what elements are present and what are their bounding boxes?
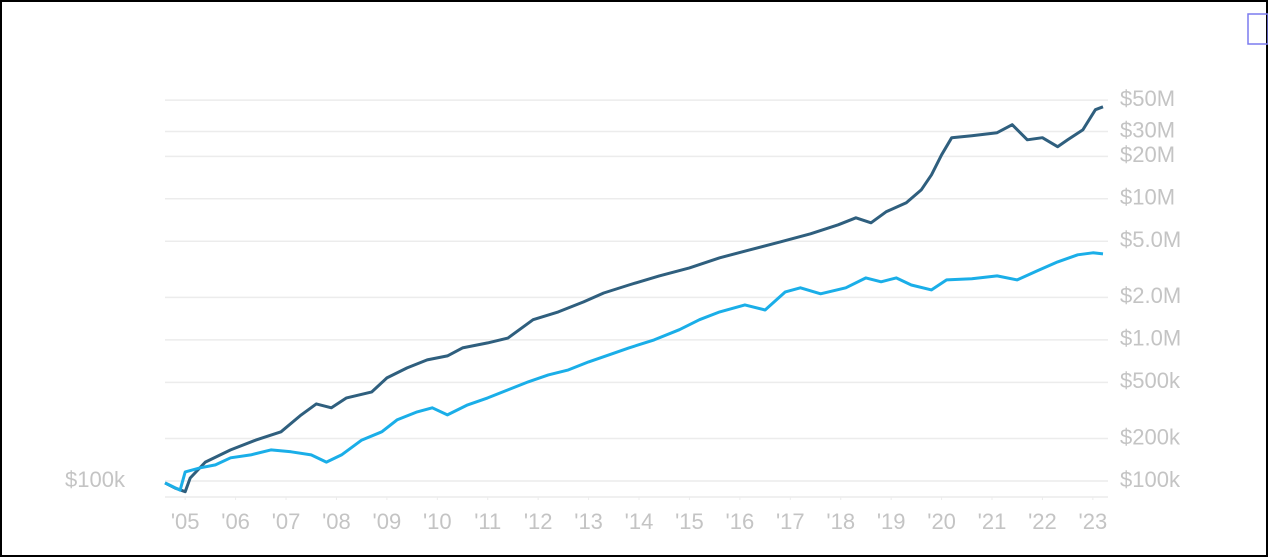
x-tick-label: '17 xyxy=(776,509,805,534)
x-tick-label: '10 xyxy=(423,509,452,534)
menu-button[interactable] xyxy=(1247,13,1268,45)
x-tick-label: '22 xyxy=(1028,509,1057,534)
x-tick-label: '20 xyxy=(927,509,956,534)
y-tick-label: $1.0M xyxy=(1120,326,1181,351)
y-tick-label: $2.0M xyxy=(1120,283,1181,308)
y-tick-label: $30M xyxy=(1120,117,1175,142)
y-tick-label: $100k xyxy=(1120,467,1181,492)
x-tick-label: '16 xyxy=(726,509,755,534)
x-tick-label: '11 xyxy=(474,509,501,534)
x-tick-label: '21 xyxy=(978,509,1007,534)
series-line xyxy=(164,251,1104,492)
x-tick-label: '07 xyxy=(272,509,301,534)
x-tick-label: '12 xyxy=(524,509,553,534)
x-tick-label: '19 xyxy=(877,509,906,534)
x-tick-label: '15 xyxy=(675,509,704,534)
start-annotation: $100k xyxy=(65,467,126,492)
x-tick-label: '23 xyxy=(1079,509,1108,534)
x-tick-label: '13 xyxy=(574,509,603,534)
y-tick-label: $200k xyxy=(1120,424,1181,449)
y-tick-label: $500k xyxy=(1120,368,1181,393)
x-tick-label: '14 xyxy=(625,509,654,534)
series-line xyxy=(164,105,1104,494)
x-tick-label: '08 xyxy=(322,509,351,534)
y-tick-label: $10M xyxy=(1120,185,1175,210)
x-tick-label: '09 xyxy=(373,509,402,534)
x-tick-label: '05 xyxy=(171,509,200,534)
x-tick-label: '06 xyxy=(221,509,250,534)
y-tick-label: $50M xyxy=(1120,86,1175,111)
x-tick-label: '18 xyxy=(826,509,855,534)
y-tick-label: $5.0M xyxy=(1120,227,1181,252)
y-tick-label: $20M xyxy=(1120,142,1175,167)
